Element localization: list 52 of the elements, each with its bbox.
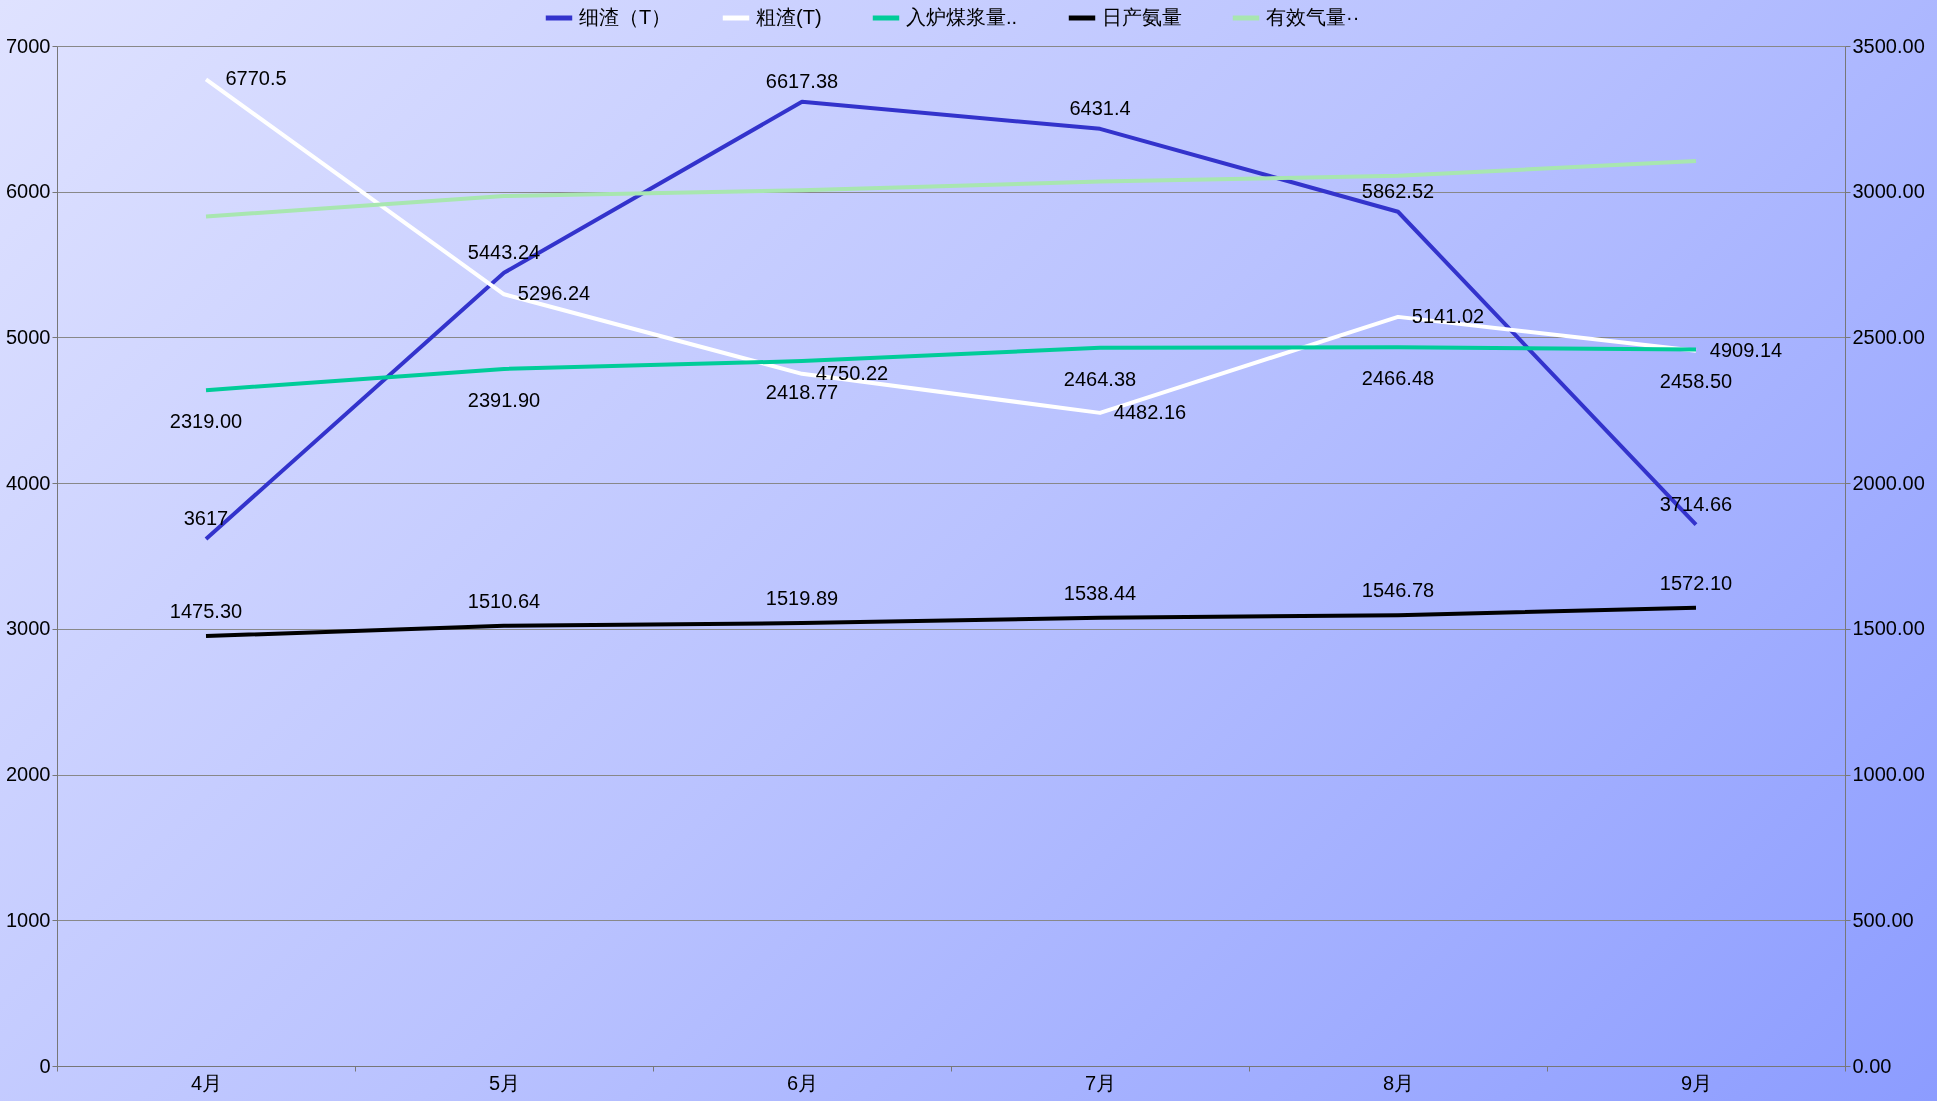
y-tick-label: 5000 [6, 325, 51, 348]
y-tick-label: 1000 [6, 908, 51, 931]
data-label: 5296.24 [517, 282, 591, 305]
y2-tick-label: 2000.00 [1852, 471, 1925, 494]
data-label: 5443.24 [467, 240, 541, 263]
legend-label: 有效气量·· [1266, 6, 1360, 28]
x-tick-label: 7月 [1084, 1071, 1117, 1094]
x-tick-label: 8月 [1382, 1071, 1415, 1094]
data-label: 5862.52 [1361, 179, 1435, 202]
y2-tick-label: 1000.00 [1852, 763, 1925, 786]
data-label: 1510.64 [467, 589, 541, 612]
data-label: 6770.5 [225, 67, 287, 90]
y2-tick-label: 3500.00 [1852, 34, 1925, 57]
data-label: 2319.00 [169, 410, 243, 433]
data-label: 2464.38 [1063, 367, 1137, 390]
y-tick-label: 2000 [6, 763, 51, 786]
line-series [204, 159, 1698, 219]
data-label: 1519.89 [765, 587, 839, 610]
y-tick-label: 6000 [6, 180, 51, 203]
data-label: 2458.50 [1659, 369, 1733, 392]
data-label: 2391.90 [467, 388, 541, 411]
data-label: 4750.22 [815, 361, 889, 384]
data-label: 1475.30 [169, 600, 243, 623]
data-label: 1546.78 [1361, 579, 1435, 602]
data-label: 4909.14 [1709, 338, 1783, 361]
data-label: 1538.44 [1063, 581, 1137, 604]
data-label: 2466.48 [1361, 367, 1435, 390]
legend-label: 粗渣(T) [756, 6, 822, 28]
y-tick-label: 4000 [6, 471, 51, 494]
x-tick-label: 4月 [190, 1071, 223, 1094]
data-label: 6431.4 [1069, 96, 1131, 119]
y2-tick-label: 1500.00 [1852, 617, 1925, 640]
y2-tick-label: 2500.00 [1852, 325, 1925, 348]
y-tick-label: 3000 [6, 617, 51, 640]
y-tick-label: 7000 [6, 34, 51, 57]
x-tick-label: 5月 [488, 1071, 521, 1094]
x-tick-label: 6月 [786, 1071, 819, 1094]
data-label: 2418.77 [765, 381, 839, 404]
data-label: 1572.10 [1659, 571, 1733, 594]
x-tick-label: 9月 [1680, 1071, 1713, 1094]
legend-label: 入炉煤浆量.. [906, 6, 1018, 28]
data-label: 3714.66 [1659, 492, 1733, 515]
y-tick-label: 0 [39, 1054, 51, 1077]
data-label: 3617 [183, 506, 229, 529]
y2-tick-label: 500.00 [1852, 908, 1914, 931]
y2-tick-label: 0.00 [1852, 1054, 1892, 1077]
data-label: 4482.16 [1113, 400, 1187, 423]
legend-label: 细渣（T） [579, 6, 672, 28]
data-label: 5141.02 [1411, 304, 1485, 327]
data-label: 6617.38 [765, 69, 839, 92]
y2-tick-label: 3000.00 [1852, 180, 1925, 203]
legend-label: 日产氨量 [1102, 6, 1182, 28]
